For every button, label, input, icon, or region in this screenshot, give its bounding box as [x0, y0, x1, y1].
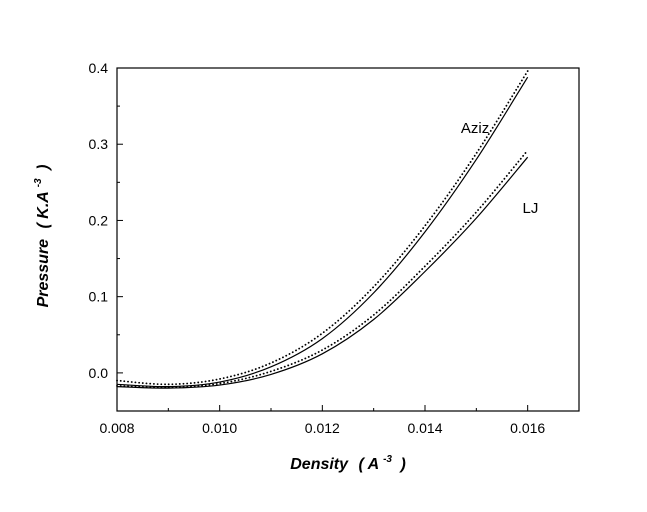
curve-annotations: Aziz LJ — [461, 120, 538, 217]
x-tick-label: 0.012 — [305, 420, 340, 436]
x-axis-title: Density ( A -3 ) — [290, 449, 406, 473]
y-tick-label: 0.0 — [89, 365, 109, 381]
y-tick-label: 0.4 — [89, 60, 109, 76]
x-tick-label: 0.014 — [407, 420, 442, 436]
curve-label-lj: LJ — [523, 200, 539, 217]
y-tick-label: 0.3 — [89, 136, 109, 152]
axis-ticks — [116, 67, 529, 412]
x-tick-label: 0.008 — [99, 420, 134, 436]
aziz-solid-line — [116, 76, 529, 388]
y-tick-label: 0.2 — [89, 212, 109, 228]
tick-labels: 0.008 0.010 0.012 0.014 0.016 0.0 0.1 0.2 0.3 0.4 — [89, 60, 546, 436]
plot-frame — [116, 67, 580, 412]
lj-solid-line — [116, 156, 529, 389]
lj-dotted-line — [116, 149, 529, 389]
x-tick-label: 0.010 — [202, 420, 237, 436]
x-tick-label: 0.016 — [510, 420, 545, 436]
y-axis-title: Pressure ( K.A -3 ) — [28, 165, 52, 308]
series-lines — [116, 70, 529, 389]
aziz-dotted-line — [116, 70, 529, 386]
curve-label-aziz: Aziz — [461, 120, 489, 137]
y-tick-label: 0.1 — [89, 289, 109, 305]
